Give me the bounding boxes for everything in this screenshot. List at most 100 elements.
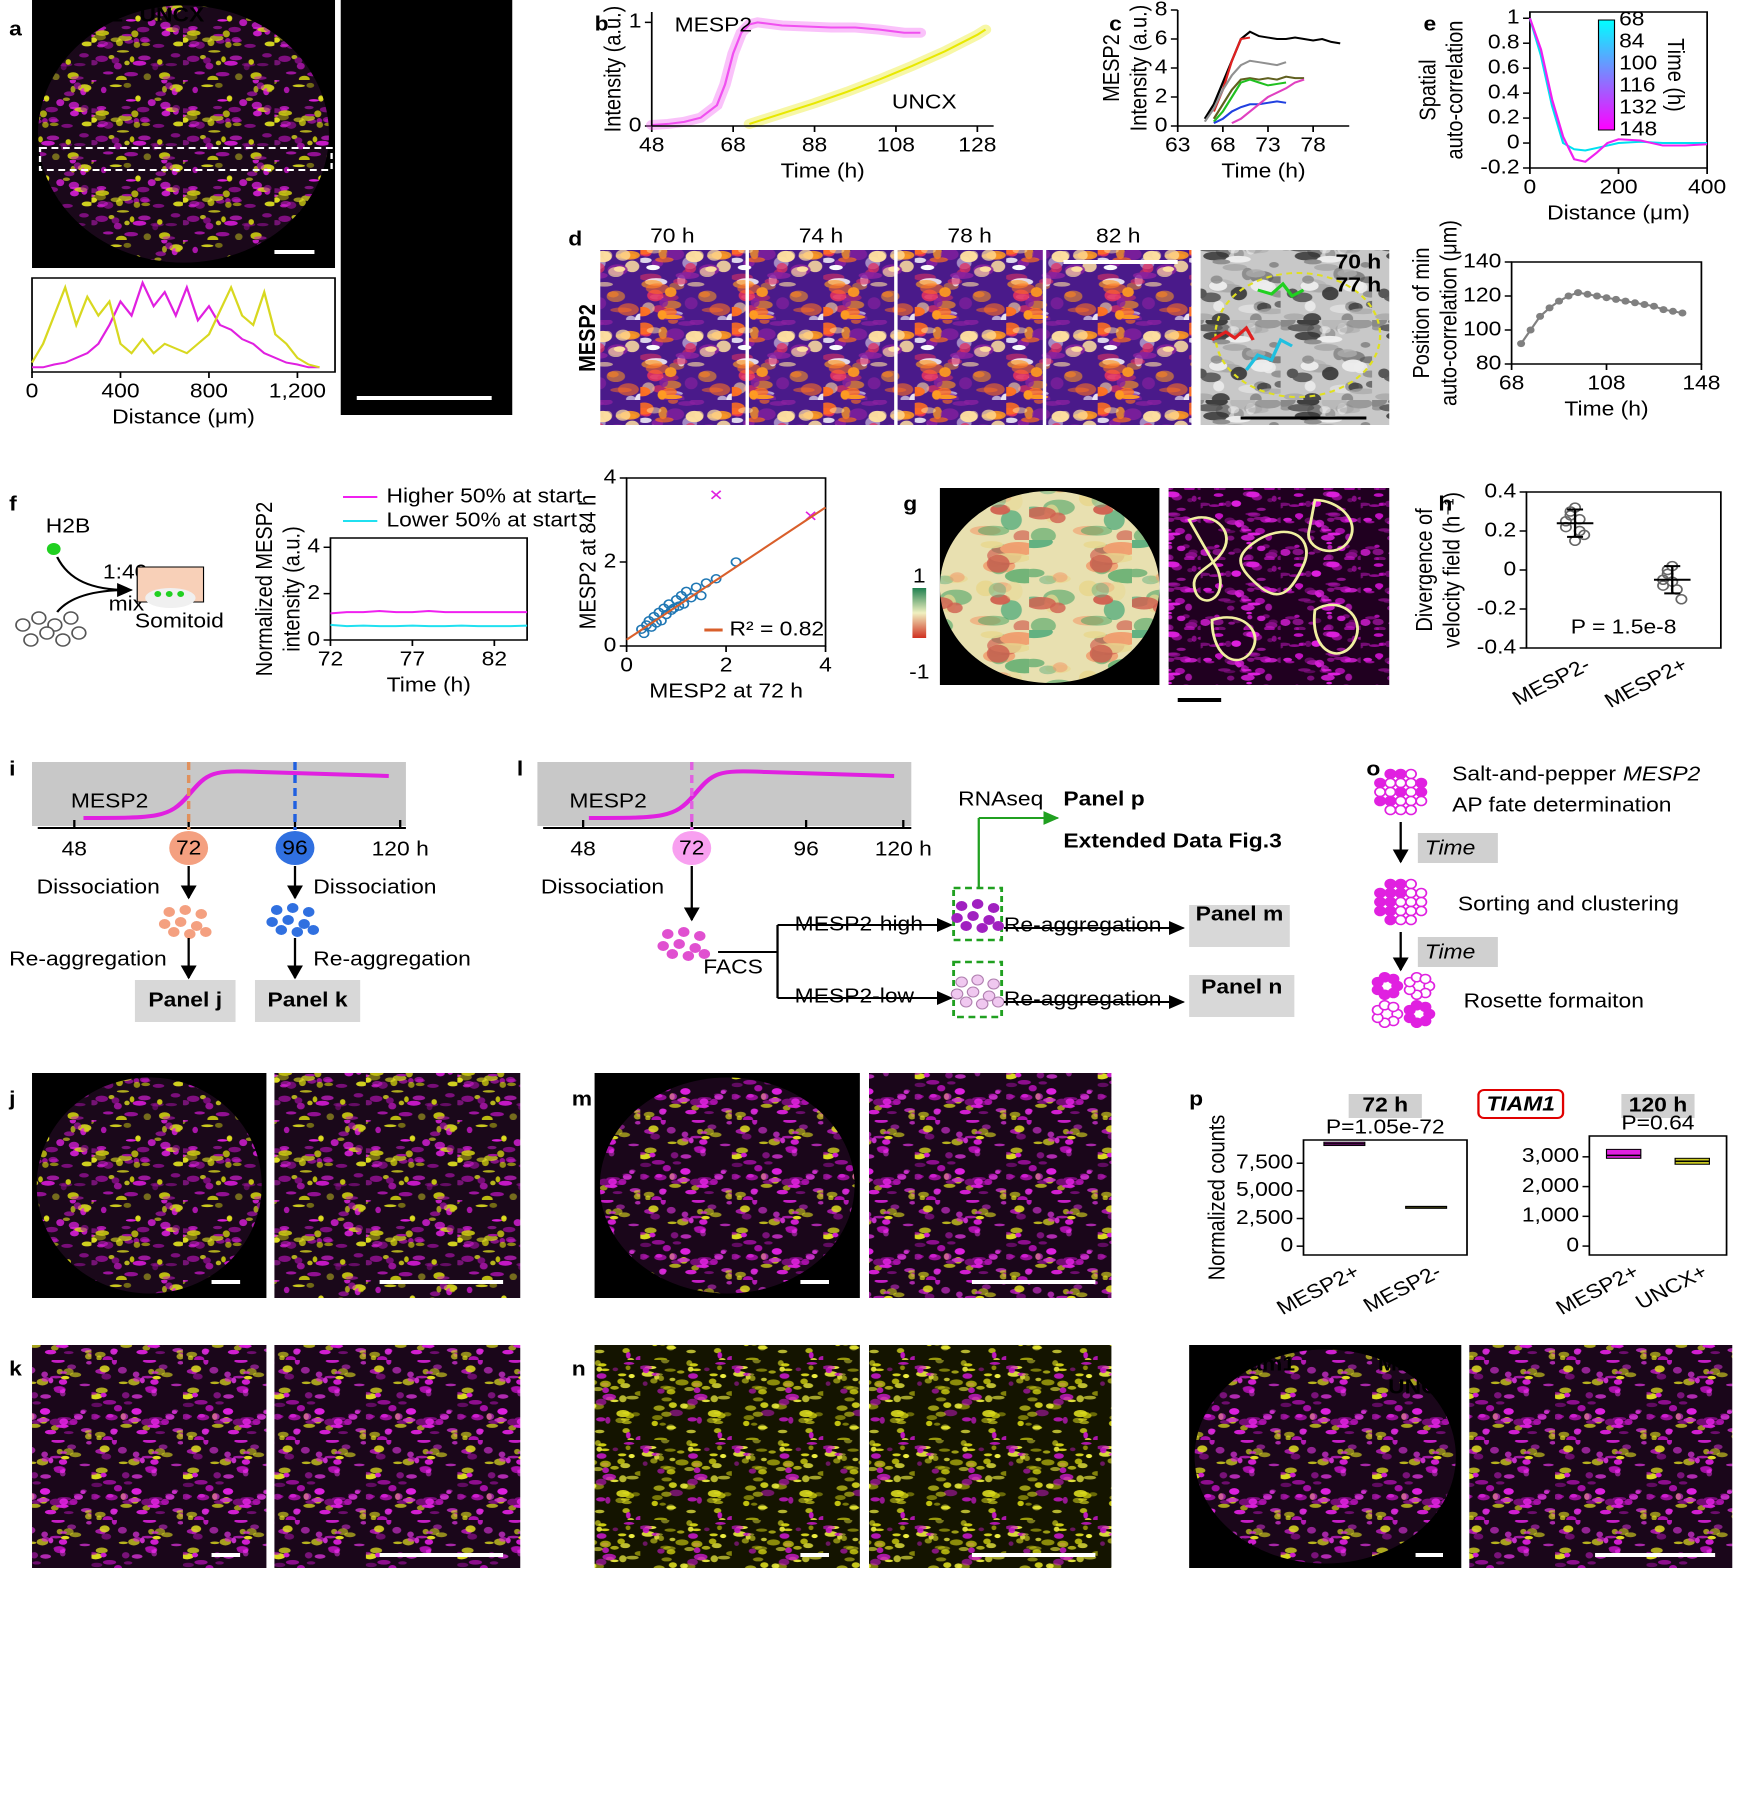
gene-box xyxy=(1477,1089,1565,1119)
cell xyxy=(1384,795,1397,807)
cell xyxy=(991,996,1005,1008)
line xyxy=(1203,59,1287,123)
y-tick-label: 120 xyxy=(1463,284,1501,306)
micrograph xyxy=(748,250,895,425)
line xyxy=(1203,30,1341,120)
cell xyxy=(966,986,980,998)
cell xyxy=(992,921,1004,931)
y-tick-label: 2,000 xyxy=(1522,1174,1579,1196)
time-badge xyxy=(169,831,209,865)
x-tick-label: 2 xyxy=(720,654,733,676)
label: Time xyxy=(1425,941,1476,963)
label: 96 xyxy=(793,838,818,860)
label: 82 h xyxy=(1096,225,1140,247)
cell xyxy=(1394,786,1407,798)
cell xyxy=(987,903,1000,913)
line xyxy=(1212,78,1287,123)
y-tick-label: 6 xyxy=(1155,27,1168,49)
output-box xyxy=(1189,975,1295,1017)
region-outline xyxy=(1214,272,1382,398)
cell xyxy=(1387,973,1400,985)
cell xyxy=(286,903,299,913)
cell xyxy=(950,988,964,1000)
title-box xyxy=(1348,1094,1422,1118)
colorbar-tick-label: 100 xyxy=(1619,52,1657,74)
micrograph xyxy=(1168,488,1390,685)
category-label: MESP2- xyxy=(1508,653,1594,710)
cell xyxy=(158,919,171,929)
label: MESP2 xyxy=(575,304,601,372)
annotation: P=1.05e-72 xyxy=(1326,1116,1445,1138)
label: MESP2-high xyxy=(795,913,923,935)
y-tick-label: 4 xyxy=(307,535,320,557)
panel-letter: f xyxy=(9,493,18,515)
y-tick-label: 0.4 xyxy=(1484,480,1516,502)
line xyxy=(1213,100,1287,124)
cell xyxy=(168,927,180,937)
line xyxy=(1231,78,1305,124)
x-tick-label: 108 xyxy=(877,134,915,156)
point xyxy=(1668,307,1677,315)
label: 48 xyxy=(62,838,87,860)
point xyxy=(1578,529,1591,541)
cell xyxy=(39,626,55,640)
y-axis-label: MESP2 xyxy=(1099,34,1125,102)
point xyxy=(1593,292,1602,300)
sorted-box xyxy=(952,960,1004,1019)
x-tick-label: 148 xyxy=(1682,372,1720,394)
cell-track xyxy=(1211,325,1255,342)
panel-letter: c xyxy=(1109,13,1122,35)
cell xyxy=(1419,1001,1432,1013)
cell xyxy=(1404,896,1417,908)
line xyxy=(330,623,528,628)
line xyxy=(1528,17,1708,163)
cell xyxy=(1374,777,1387,789)
cell xyxy=(1404,768,1417,780)
cell xyxy=(1404,878,1417,890)
label: + Tiam1 xyxy=(1210,1353,1295,1375)
box xyxy=(1605,1148,1642,1159)
annotation: P = 1.5e-8 xyxy=(1571,616,1677,638)
label: 70 h xyxy=(650,225,694,247)
y-tick-label: 0 xyxy=(604,634,617,656)
cell xyxy=(1404,795,1417,807)
colorbar-tick-label: 132 xyxy=(1619,96,1657,118)
cell xyxy=(673,939,685,949)
output-box xyxy=(254,980,361,1022)
line xyxy=(330,610,528,615)
label: H2B xyxy=(46,515,90,537)
cell xyxy=(291,927,304,937)
cell xyxy=(1394,914,1407,926)
label: Panel m xyxy=(1196,903,1284,925)
cell xyxy=(960,921,972,931)
cell xyxy=(1394,896,1407,908)
time-box xyxy=(1417,833,1498,863)
y-tick-label: 0 xyxy=(1507,131,1520,153)
x-tick-label: 82 xyxy=(482,648,507,670)
chart xyxy=(323,537,528,646)
line xyxy=(749,28,987,125)
legend-entry: Lower 50% at start xyxy=(386,509,577,531)
point xyxy=(1545,304,1554,312)
cell xyxy=(1394,768,1407,780)
category-label: MESP2- xyxy=(1359,1260,1445,1317)
y-tick-label: 0.8 xyxy=(1488,31,1520,53)
label: 72 xyxy=(679,837,704,859)
y-tick-label: 80 xyxy=(1476,352,1501,374)
cell xyxy=(959,996,973,1008)
category-label: MESP2+ xyxy=(1552,1260,1643,1319)
x-tick-label: 48 xyxy=(639,134,664,156)
y-axis-label: Intensity (a.u.) xyxy=(1126,5,1152,132)
cell xyxy=(307,925,320,935)
cell xyxy=(971,899,984,909)
cell xyxy=(955,901,968,911)
y-tick-label: 1 xyxy=(629,10,642,32)
cell xyxy=(1384,804,1397,816)
chart xyxy=(1296,1139,1468,1256)
organoid xyxy=(1194,1349,1456,1564)
label: Somitoid xyxy=(135,610,224,632)
cell xyxy=(666,949,679,959)
x-tick-label: 88 xyxy=(802,134,827,156)
x-tick-label: 0 xyxy=(26,380,39,402)
line xyxy=(32,279,320,369)
